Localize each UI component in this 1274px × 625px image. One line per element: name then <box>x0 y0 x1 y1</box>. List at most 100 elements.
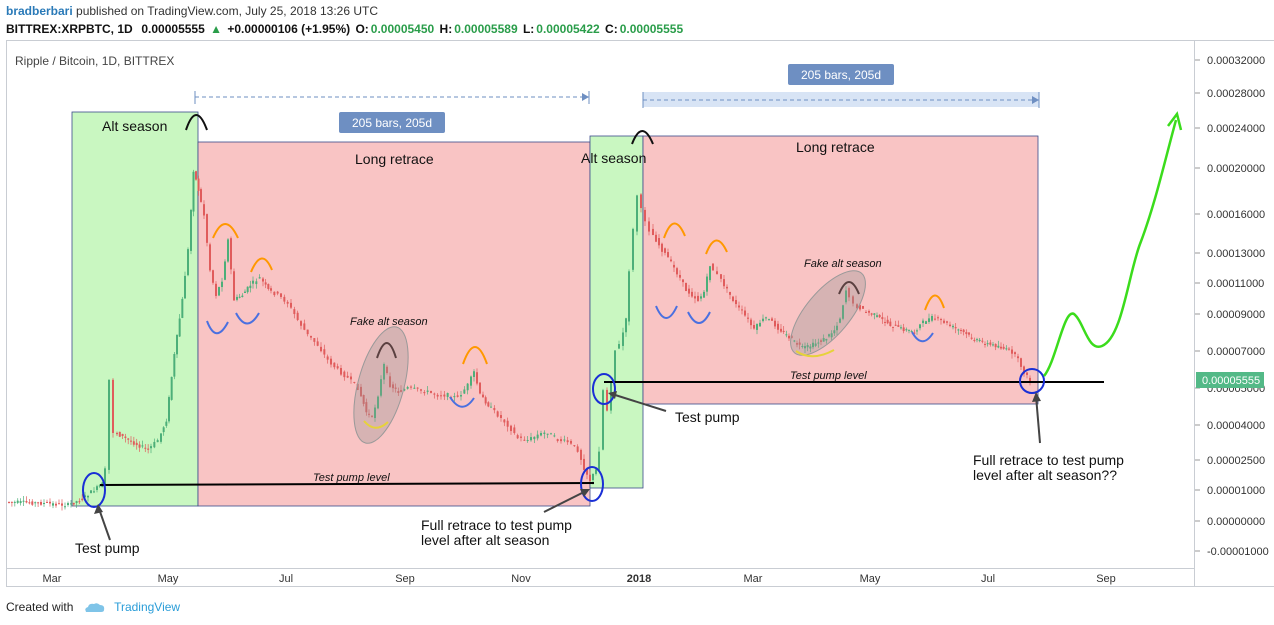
candle <box>343 371 346 378</box>
pump-circle-2 <box>580 466 604 502</box>
author-link[interactable]: bradberbari <box>6 4 73 18</box>
candle <box>583 458 585 470</box>
candle <box>960 329 962 331</box>
candle <box>842 305 844 319</box>
candle <box>580 449 582 460</box>
candle <box>333 362 336 368</box>
candle <box>70 503 72 505</box>
candle <box>992 344 994 346</box>
candle <box>765 317 767 319</box>
candle <box>280 293 282 297</box>
candle <box>598 451 600 471</box>
price-axis[interactable] <box>1195 40 1274 587</box>
candle <box>738 305 740 308</box>
candle <box>463 389 466 394</box>
candle <box>735 300 737 305</box>
candle <box>135 442 138 446</box>
candle <box>943 320 945 323</box>
time-tick-label: Nov <box>511 573 531 585</box>
alt-top-arc-1 <box>185 114 208 131</box>
last-price: 0.00005555 <box>141 22 205 36</box>
publish-info: bradberbari published on TradingView.com… <box>6 4 378 18</box>
candle <box>184 275 186 299</box>
candle <box>124 436 127 438</box>
test-pump-label-1: Test pump <box>75 540 140 556</box>
candle <box>644 209 646 222</box>
candle <box>262 278 264 282</box>
price-tick-label: 0.00032000 <box>1207 55 1265 67</box>
price-axis-labels: 0.00032000 0.00028000 0.00024000 0.00020000… <box>1195 55 1269 558</box>
candle <box>589 474 591 481</box>
candle <box>416 387 419 389</box>
footer: Created with TradingView <box>6 600 180 614</box>
candle <box>700 296 702 299</box>
tradingview-cloud-icon <box>85 603 104 612</box>
candle <box>236 296 238 300</box>
measure-arrow <box>582 93 589 101</box>
candle <box>968 332 970 335</box>
candle <box>814 343 817 346</box>
candle <box>160 433 162 442</box>
candle <box>90 490 92 494</box>
candle <box>801 346 804 348</box>
candle <box>230 238 232 270</box>
candle <box>300 321 302 326</box>
candle <box>782 330 785 332</box>
price-tick-label: 0.00002500 <box>1207 455 1265 467</box>
candle <box>793 340 796 342</box>
candle <box>546 433 549 435</box>
price-tick-label: 0.00028000 <box>1207 88 1265 100</box>
candle <box>356 383 359 390</box>
tradingview-link[interactable]: TradingView <box>114 600 181 614</box>
candle <box>712 263 714 271</box>
candle <box>1008 348 1010 350</box>
candle <box>293 309 296 315</box>
candle <box>72 502 75 505</box>
candle <box>536 434 539 439</box>
low-label: L: <box>522 22 535 36</box>
candle <box>389 376 391 387</box>
candle <box>43 503 45 505</box>
candle <box>58 503 60 505</box>
candle <box>836 325 838 331</box>
candle <box>560 439 562 442</box>
top-arc <box>924 294 945 311</box>
candle <box>241 295 244 298</box>
candle <box>400 390 402 392</box>
candle <box>798 342 801 345</box>
candle <box>78 501 81 503</box>
measure-arrow <box>1032 96 1039 104</box>
fake-alt-smile-2 <box>795 349 835 358</box>
candle <box>13 501 16 503</box>
candle <box>484 397 487 404</box>
candle <box>570 440 572 444</box>
candle <box>246 286 249 293</box>
candle <box>466 383 469 391</box>
close-label: C: <box>605 22 618 36</box>
ohlc-bar: BITTREX:XRPBTC, 1D 0.00005555 ▲ +0.00000… <box>6 22 685 36</box>
candle <box>563 439 566 441</box>
candle <box>209 244 211 271</box>
candle <box>910 331 913 333</box>
candle <box>703 291 705 298</box>
candle <box>543 432 546 434</box>
candle <box>130 440 132 442</box>
candle <box>848 288 850 298</box>
candle <box>503 419 506 423</box>
candle <box>1014 352 1016 355</box>
candle <box>31 501 34 505</box>
candle <box>141 445 144 447</box>
candle <box>691 291 693 297</box>
candle <box>84 495 86 498</box>
candle <box>747 317 749 319</box>
candle <box>276 291 279 294</box>
candle <box>809 346 812 349</box>
candle <box>112 379 114 433</box>
retrace-zone-1 <box>197 141 591 507</box>
candle <box>706 276 708 292</box>
fake-alt-label-1: Fake alt season <box>350 316 428 328</box>
candle <box>258 277 261 279</box>
pump-circle-3 <box>592 373 616 405</box>
time-axis[interactable] <box>6 569 1195 587</box>
candle <box>908 329 910 331</box>
